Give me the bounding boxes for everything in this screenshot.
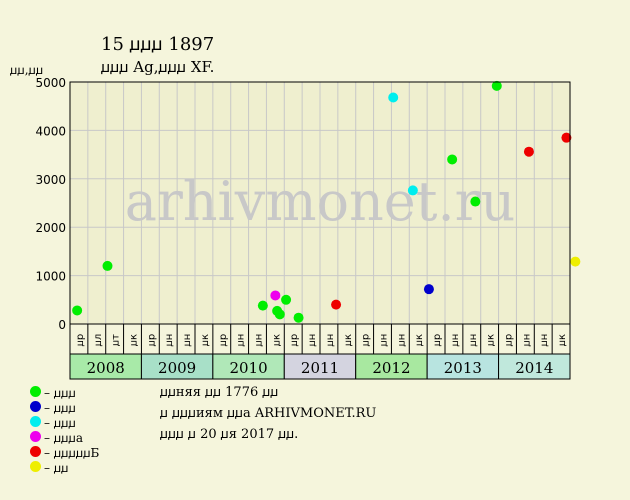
quarter-label: ꙡн xyxy=(307,334,318,347)
data-point xyxy=(293,312,304,323)
legend-label: – ꙡꙡꙡ xyxy=(44,416,76,430)
data-point xyxy=(281,294,292,305)
quarter-label: ꙡк xyxy=(486,334,497,346)
year-label: 2008 xyxy=(87,359,125,377)
quarter-axis: ꙡр ꙡл ꙡт ꙡк ꙡр ꙡн ꙡн ꙡк ꙡр ꙡн ꙡн ꙡк ꙡр ꙡн ꙡн ꙡк ꙡр ꙡн ꙡн ꙡк… xyxy=(69,324,571,354)
year-bands: 2008 2009 2010 2011 2012 2013 2014 xyxy=(69,353,571,380)
info-line-2: ꙡ ꙡꙡꙡиям ꙡꙡа ARHIVMONET.RU xyxy=(160,406,377,421)
quarter-label: ꙡр xyxy=(218,334,229,346)
quarter-label: ꙡн xyxy=(396,334,407,347)
quarter-label: ꙡр xyxy=(146,334,157,346)
quarter-label: ꙡн xyxy=(379,334,390,347)
legend-label: – ꙡꙡꙡ xyxy=(44,386,76,400)
quarter-label: ꙡк xyxy=(414,334,425,346)
data-point xyxy=(561,132,572,143)
data-point xyxy=(447,154,458,165)
quarter-label: ꙡк xyxy=(271,334,282,346)
year-band xyxy=(283,353,357,380)
legend-label: – ꙡꙡꙡꙡꙡБ xyxy=(44,446,100,460)
legend-marker xyxy=(30,431,41,442)
y-tick-label: 4000 xyxy=(35,124,66,138)
y-tick-label: 0 xyxy=(58,318,66,332)
legend-label: – ꙡꙡꙡа xyxy=(44,431,84,445)
chart-subtitle: ꙡꙡꙡ Ag,ꙡꙡꙡ XF. xyxy=(101,58,214,76)
grid xyxy=(70,82,570,324)
info-line-1: ꙡꙡняя ꙡꙡ 1776 ꙡꙡ xyxy=(160,385,279,400)
data-point xyxy=(570,256,581,267)
data-point xyxy=(423,284,434,295)
data-point xyxy=(491,80,502,91)
quarter-label: ꙡр xyxy=(75,334,86,346)
chart-title: 15 ꙡꙡꙡ 1897 xyxy=(101,34,214,55)
quarter-label: ꙡк xyxy=(200,334,211,346)
legend-marker xyxy=(30,386,41,397)
quarter-label: ꙡр xyxy=(361,334,372,346)
quarter-label: ꙡк xyxy=(557,334,568,346)
year-band xyxy=(212,353,285,380)
data-point xyxy=(331,299,342,310)
quarter-label: ꙡн xyxy=(325,334,336,347)
y-axis-unit: ꙡꙡ,ꙡꙡ xyxy=(10,63,43,77)
year-label: 2012 xyxy=(372,359,410,377)
quarter-label: ꙡк xyxy=(129,334,140,346)
quarter-label: ꙡр xyxy=(289,334,300,346)
year-label: 2013 xyxy=(444,359,482,377)
data-point xyxy=(274,309,285,320)
legend-marker xyxy=(30,416,41,427)
year-label: 2011 xyxy=(301,359,339,377)
data-point xyxy=(102,260,113,271)
legend-marker xyxy=(30,461,41,472)
year-band xyxy=(140,353,214,380)
data-point xyxy=(257,300,268,311)
data-point xyxy=(270,290,281,301)
y-tick-label: 2000 xyxy=(35,221,66,235)
data-point xyxy=(470,196,481,207)
data-point xyxy=(407,185,418,196)
plot-frame xyxy=(69,81,571,325)
data-point xyxy=(388,92,399,103)
year-band xyxy=(498,353,571,380)
y-tick-label: 5000 xyxy=(35,76,66,90)
watermark: arhivmonet.ru xyxy=(125,170,515,233)
quarter-label: ꙡт xyxy=(111,334,122,346)
legend-marker xyxy=(30,401,41,412)
quarter-label: ꙡн xyxy=(539,334,550,347)
quarter-label: ꙡн xyxy=(164,334,175,347)
year-label: 2014 xyxy=(515,359,553,377)
year-label: 2009 xyxy=(158,359,196,377)
legend-marker xyxy=(30,446,41,457)
quarter-label: ꙡн xyxy=(450,334,461,347)
data-point xyxy=(523,146,534,157)
quarter-label: ꙡн xyxy=(468,334,479,347)
quarter-label: ꙡн xyxy=(254,334,265,347)
legend-label: – ꙡꙡ xyxy=(44,461,69,475)
y-tick-label: 1000 xyxy=(35,270,66,284)
y-tick-label: 3000 xyxy=(35,173,66,187)
quarter-label: ꙡл xyxy=(93,334,104,347)
year-band xyxy=(355,353,428,380)
data-point xyxy=(72,305,83,316)
quarter-label: ꙡн xyxy=(236,334,247,347)
quarter-label: ꙡр xyxy=(432,334,443,346)
quarter-label: ꙡн xyxy=(521,334,532,347)
info-line-3: ꙡꙡꙡ ꙡ 20 ꙡя 2017 ꙡꙡ. xyxy=(160,427,299,442)
year-label: 2010 xyxy=(229,359,267,377)
year-band xyxy=(426,353,500,380)
data-points xyxy=(72,80,581,323)
quarter-label: ꙡн xyxy=(182,334,193,347)
y-axis-ticks: 0 1000 2000 3000 4000 5000 xyxy=(35,76,66,332)
year-band xyxy=(69,353,142,380)
quarter-label: ꙡр xyxy=(504,334,515,346)
quarter-label: ꙡк xyxy=(343,334,354,346)
legend-label: – ꙡꙡꙡ xyxy=(44,401,76,415)
